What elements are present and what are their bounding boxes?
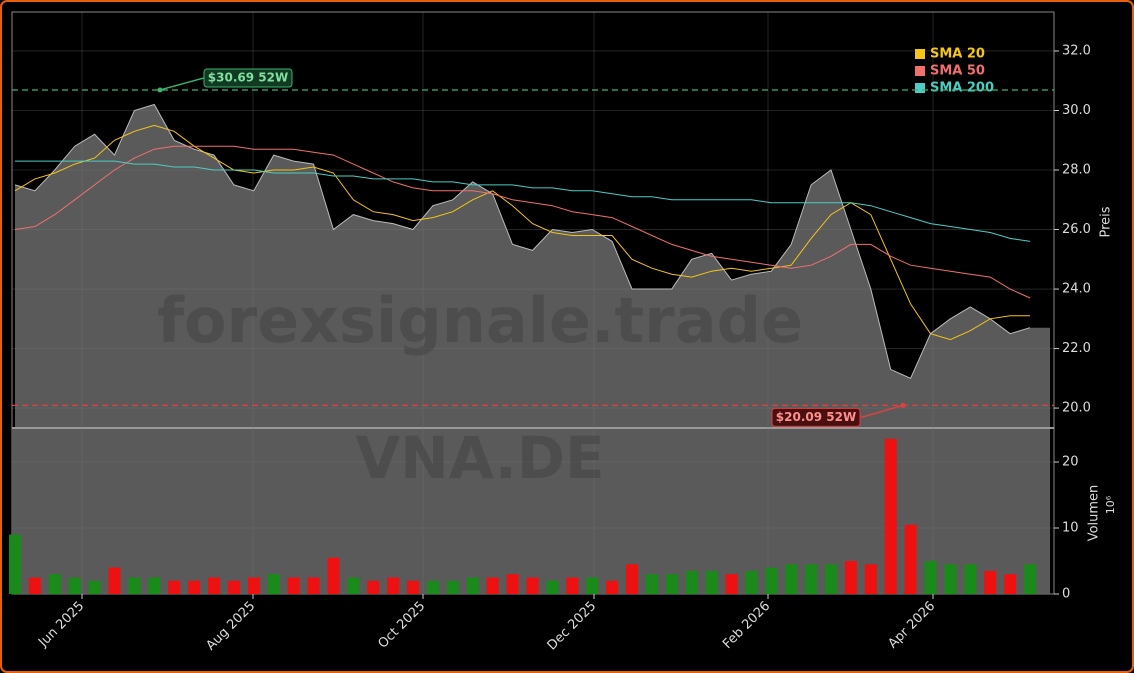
volume-bar bbox=[28, 577, 41, 594]
volume-bar bbox=[88, 580, 101, 594]
legend-label: SMA 200 bbox=[930, 81, 994, 96]
volume-bar bbox=[864, 564, 877, 594]
annotation-label: $20.09 52W bbox=[776, 410, 856, 424]
sma-line bbox=[15, 160, 1031, 242]
volume-bar bbox=[267, 574, 280, 594]
volume-bar bbox=[168, 580, 181, 594]
volume-bar bbox=[924, 560, 937, 594]
legend-swatch bbox=[915, 66, 925, 76]
y2-axis-unit: 10⁶ bbox=[1104, 495, 1117, 514]
legend-swatch bbox=[915, 49, 925, 59]
volume-bar bbox=[48, 574, 61, 594]
annotation-label: $30.69 52W bbox=[208, 70, 288, 84]
volume-bar bbox=[128, 577, 141, 594]
sma-line bbox=[14, 124, 1030, 341]
y2-tick-label: 0 bbox=[1062, 587, 1070, 602]
volume-bar bbox=[765, 567, 778, 594]
volume-bar bbox=[387, 577, 400, 594]
volume-bar bbox=[68, 577, 81, 594]
y-tick-label: 32.0 bbox=[1062, 43, 1091, 58]
volume-bar bbox=[665, 574, 678, 594]
volume-bar bbox=[367, 580, 380, 594]
volume-bar bbox=[1024, 564, 1036, 594]
annotation-arrow bbox=[860, 404, 904, 419]
volume-bar bbox=[566, 577, 579, 594]
y-axis-label: Preis bbox=[1099, 206, 1114, 237]
legend-swatch bbox=[915, 83, 925, 93]
y2-axis-label: Volumen bbox=[1087, 485, 1102, 542]
volume-bar bbox=[685, 570, 698, 594]
price-line bbox=[14, 103, 1031, 379]
volume-bar bbox=[606, 580, 619, 594]
volume-bar bbox=[964, 564, 977, 594]
watermark: forexsignale.trade bbox=[157, 284, 803, 357]
annotation-box bbox=[203, 68, 293, 88]
volume-bar bbox=[944, 564, 957, 594]
volume-bar bbox=[287, 577, 300, 594]
y2-tick-label: 20 bbox=[1062, 454, 1079, 469]
volume-bar bbox=[1004, 574, 1017, 594]
watermark-symbol: VNA.DE bbox=[355, 424, 604, 492]
volume-bar bbox=[347, 577, 360, 594]
y-tick-label: 30.0 bbox=[1062, 103, 1091, 118]
annotation-arrow bbox=[159, 77, 205, 91]
volume-bar bbox=[844, 560, 857, 594]
volume-bar bbox=[904, 524, 917, 594]
volume-bar bbox=[805, 564, 818, 594]
y-tick-label: 26.0 bbox=[1062, 222, 1091, 237]
volume-bar bbox=[466, 577, 479, 594]
volume-bar bbox=[188, 580, 201, 594]
y-tick-label: 20.0 bbox=[1062, 401, 1091, 416]
volume-bar bbox=[407, 580, 420, 594]
volume-bar bbox=[645, 574, 658, 594]
volume-bar bbox=[426, 580, 439, 594]
volume-bar bbox=[785, 564, 798, 594]
volume-bar bbox=[327, 557, 340, 594]
volume-bar bbox=[247, 577, 260, 594]
arrow-head bbox=[900, 402, 906, 408]
volume-bar bbox=[526, 577, 539, 594]
legend-label: SMA 50 bbox=[930, 64, 985, 79]
y-tick-label: 22.0 bbox=[1062, 341, 1091, 356]
volume-bar bbox=[208, 577, 221, 594]
volume-bar bbox=[586, 577, 599, 594]
volume-bar bbox=[705, 570, 718, 594]
volume-bar bbox=[824, 564, 837, 594]
y-tick-label: 24.0 bbox=[1062, 282, 1091, 297]
y2-tick-label: 10 bbox=[1062, 520, 1079, 535]
volume-bar bbox=[725, 574, 738, 594]
volume-bar bbox=[884, 438, 897, 594]
volume-bar bbox=[446, 580, 459, 594]
y-tick-label: 28.0 bbox=[1062, 163, 1091, 178]
volume-bar bbox=[745, 570, 758, 594]
volume-bar bbox=[307, 577, 320, 594]
volume-bar bbox=[984, 570, 997, 594]
volume-bar bbox=[108, 567, 121, 594]
sma-line bbox=[14, 145, 1031, 299]
volume-background bbox=[12, 428, 1050, 594]
legend-label: SMA 20 bbox=[930, 47, 985, 62]
annotation-box bbox=[771, 407, 861, 427]
volume-bar bbox=[148, 577, 161, 594]
arrow-head bbox=[157, 87, 163, 93]
volume-bar bbox=[625, 564, 638, 594]
price-area bbox=[15, 104, 1050, 428]
volume-bar bbox=[486, 577, 499, 594]
volume-bar bbox=[9, 534, 21, 594]
volume-bar bbox=[227, 580, 240, 594]
volume-bar bbox=[546, 580, 559, 594]
volume-bar bbox=[506, 574, 519, 594]
